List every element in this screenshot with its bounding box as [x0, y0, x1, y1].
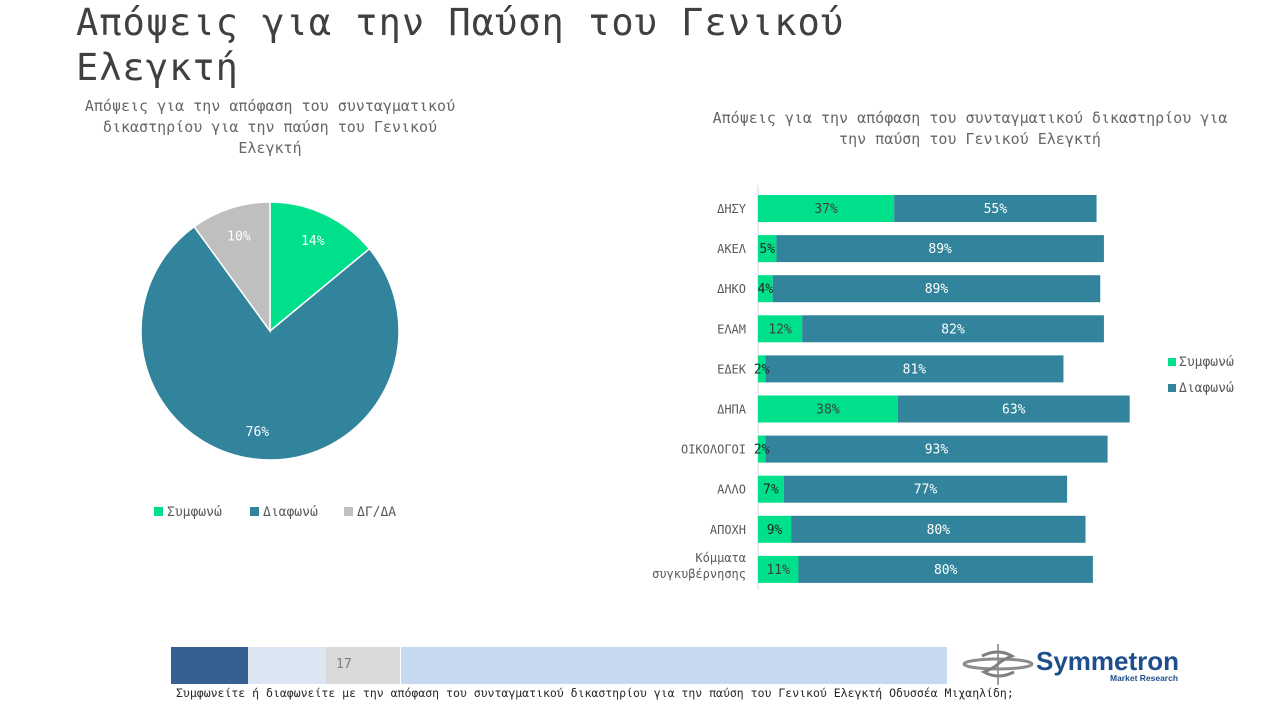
pie-legend-swatch-3	[344, 507, 353, 516]
bar-category-label-8: ΑΛΛΟ	[717, 483, 746, 497]
pie-legend-swatch-1	[154, 507, 163, 516]
bar-disagree-label-8: 77%	[914, 483, 938, 498]
bar-chart: 37% 55% ΔΗΣΥ 5% 89% ΑΚΕΛ 4% 89% ΔΗΚΟ 12% 82% ΕΛΑΜ 2%…	[652, 185, 1234, 590]
bar-agree-label-2: 5%	[759, 242, 775, 257]
pie-data-label-2: 76%	[246, 425, 270, 440]
bar-agree-6	[758, 395, 898, 423]
pie-legend-label-1: Συμφωνώ	[167, 505, 222, 520]
bar-category-label-10: Κόμματα συγκυβέρνησης	[652, 551, 746, 581]
bar-agree-label-10: 11%	[766, 563, 790, 578]
bar-legend-swatch-1	[1168, 358, 1176, 366]
logo-subtitle: Market Research	[1110, 673, 1179, 683]
bar-agree-label-7: 2%	[754, 443, 770, 458]
survey-question: Συμφωνείτε ή διαφωνείτε με την απόφαση τ…	[176, 686, 1014, 700]
footer-bar-long	[401, 647, 947, 684]
bar-agree-label-8: 7%	[763, 483, 779, 498]
bar-disagree-label-5: 81%	[903, 362, 927, 377]
bar-disagree-8	[783, 475, 1068, 503]
pie-slice-2	[140, 225, 400, 461]
bar-disagree-4	[802, 315, 1104, 343]
bar-category-label-7: ΟΙΚΟΛΟΓΟΙ	[681, 443, 746, 457]
bar-agree-9	[758, 515, 792, 543]
bar-category-label-3: ΔΗΚΟ	[717, 282, 746, 296]
bar-disagree-label-2: 89%	[928, 242, 952, 257]
bar-agree-label-3: 4%	[758, 282, 774, 297]
pie-legend-swatch-2	[250, 507, 259, 516]
pie-chart: 14% 76% 10% Συμφωνώ Διαφωνώ ΔΓ/ΔΑ	[140, 201, 400, 520]
bar-category-label-5: ΕΔΕΚ	[717, 362, 747, 376]
bar-disagree-label-1: 55%	[984, 202, 1008, 217]
bar-agree-1	[758, 195, 895, 222]
bar-disagree-2	[776, 235, 1104, 263]
bar-agree-10	[758, 555, 799, 583]
bar-agree-label-9: 9%	[767, 523, 783, 538]
pie-chart-title: Απόψεις για την απόφαση του συνταγματικο…	[84, 97, 456, 157]
pie-slice-1	[269, 201, 371, 333]
bar-disagree-label-6: 63%	[1002, 403, 1026, 418]
footer-bar-light	[248, 647, 326, 684]
slide-title: Απόψεις για την Παύση του Γενικού Ελεγκτ…	[76, 1, 845, 89]
bar-disagree-6	[897, 395, 1130, 423]
bar-agree-3	[758, 275, 773, 303]
bar-agree-label-5: 2%	[754, 362, 770, 377]
bar-legend-label-2: Διαφωνώ	[1179, 381, 1234, 396]
bar-agree-label-1: 37%	[814, 202, 838, 217]
footer-bar-page-box	[326, 647, 400, 684]
logo-name: Symmetron	[1036, 646, 1180, 676]
pie-legend-label-2: Διαφωνώ	[263, 505, 318, 520]
bar-agree-7	[758, 435, 766, 463]
bar-disagree-5	[765, 355, 1064, 383]
bar-category-label-9: ΑΠΟΧΗ	[710, 523, 746, 537]
bar-agree-8	[758, 475, 784, 503]
bar-legend-swatch-2	[1168, 384, 1176, 392]
bar-disagree-label-3: 89%	[925, 282, 949, 297]
footer-bar-dark	[171, 647, 248, 684]
bar-category-label-6: ΔΗΠΑ	[717, 403, 747, 417]
bar-disagree-label-4: 82%	[941, 322, 965, 337]
bar-category-label-4: ΕΛΑΜ	[717, 322, 746, 336]
symmetron-logo: Symmetron Market Research	[960, 642, 1195, 687]
bar-agree-label-4: 12%	[768, 322, 792, 337]
pie-slice-3	[193, 201, 271, 334]
bar-agree-2	[758, 235, 777, 263]
logo-swirl-icon	[962, 644, 1034, 685]
bar-agree-label-6: 38%	[816, 403, 840, 418]
bar-chart-title: Απόψεις για την απόφαση του συνταγματικο…	[712, 109, 1228, 148]
page-number: 17	[336, 657, 352, 672]
pie-data-label-3: 10%	[227, 229, 251, 244]
bar-agree-4	[758, 315, 803, 343]
bar-disagree-label-9: 80%	[927, 523, 951, 538]
bar-disagree-10	[798, 555, 1093, 583]
bar-disagree-7	[765, 435, 1108, 463]
bar-disagree-9	[791, 515, 1086, 543]
bar-legend-label-1: Συμφωνώ	[1179, 355, 1234, 370]
bar-disagree-3	[772, 275, 1101, 303]
bar-disagree-label-10: 80%	[934, 563, 958, 578]
bar-category-label-2: ΑΚΕΛ	[717, 242, 747, 256]
pie-data-label-1: 14%	[301, 234, 325, 249]
bar-agree-5	[758, 355, 766, 383]
bar-disagree-label-7: 93%	[925, 443, 949, 458]
bar-disagree-1	[894, 195, 1097, 222]
pie-legend-label-3: ΔΓ/ΔΑ	[357, 505, 396, 520]
bar-category-label-1: ΔΗΣΥ	[717, 202, 747, 216]
